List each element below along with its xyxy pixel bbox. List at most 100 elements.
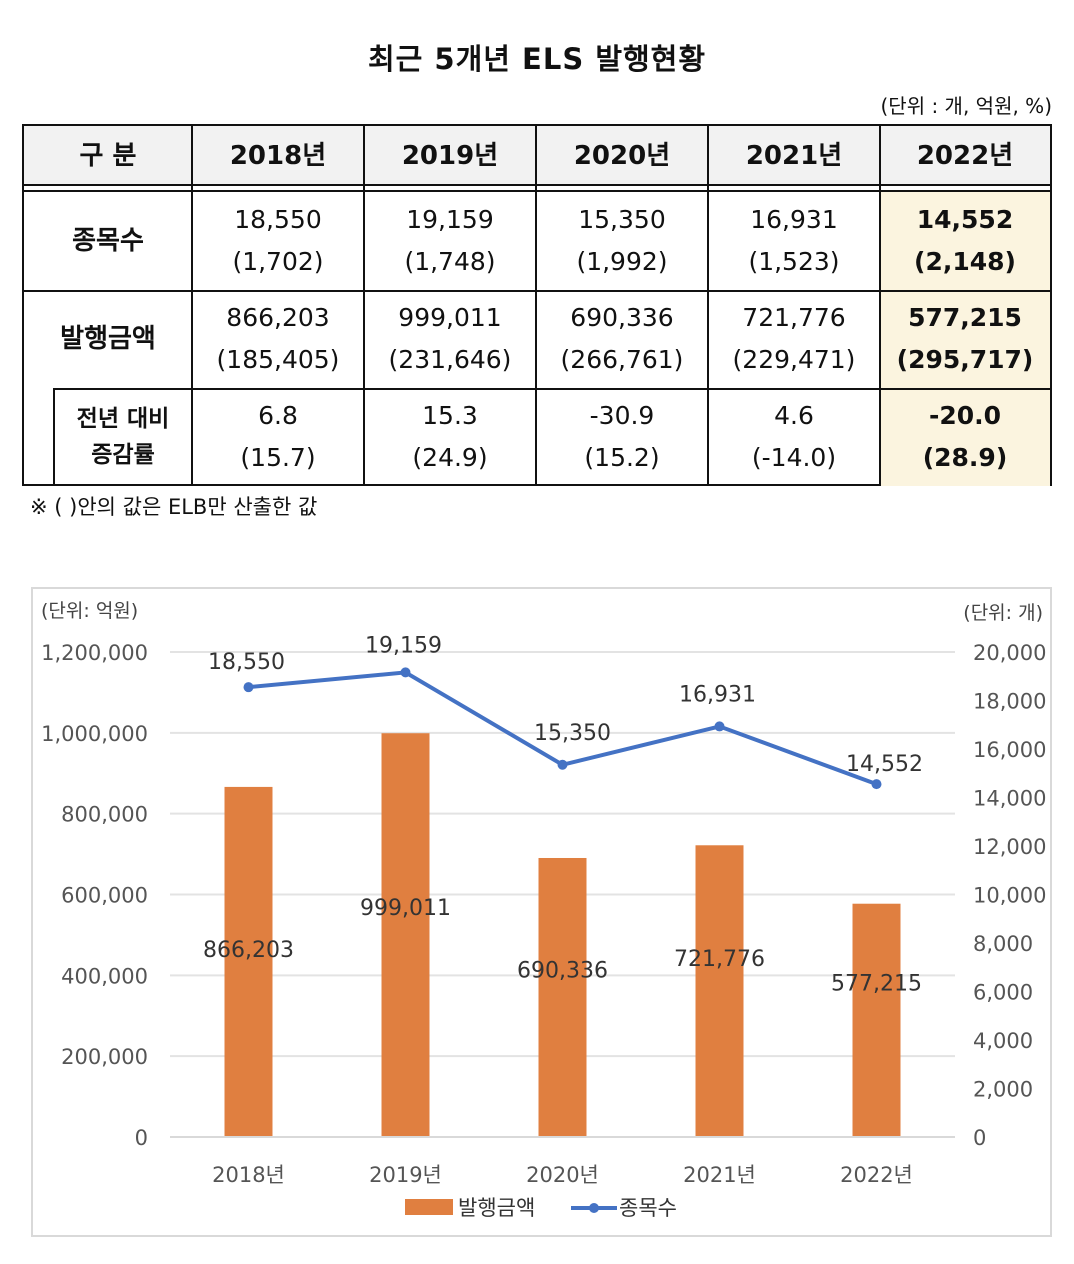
right-tick-label: 2,000	[973, 1078, 1033, 1102]
right-tick-label: 14,000	[973, 787, 1046, 811]
bar-data-label: 721,776	[674, 947, 765, 972]
header-year: 2018년	[192, 126, 364, 186]
table-divider	[191, 126, 193, 486]
footnote: ※ ( )안의 값은 ELB만 산출한 값	[30, 495, 318, 519]
right-tick-label: 6,000	[973, 981, 1033, 1005]
page-title: 최근 5개년 ELS 발행현황	[367, 42, 707, 76]
header-year: 2022년	[880, 126, 1050, 186]
cell-value-total: 577,215	[908, 303, 1022, 332]
table-cell: 19,159 (1,748)	[364, 192, 536, 290]
cell-value-elb: (1,992)	[576, 247, 668, 276]
cell-value-total: 19,159	[406, 205, 494, 234]
row-label-text: 발행금액	[60, 324, 156, 354]
cell-value-elb: (1,748)	[404, 247, 496, 276]
line-point	[400, 667, 411, 678]
cell-value-elb: (231,646)	[388, 345, 512, 374]
cell-value-total: 866,203	[226, 303, 330, 332]
table-divider	[707, 126, 709, 486]
legend: 발행금액 종목수	[405, 1196, 677, 1220]
table-divider	[54, 388, 1050, 390]
left-tick-label: 1,000,000	[41, 722, 148, 746]
row-item-count-label: 종목수	[24, 192, 192, 290]
line-point	[871, 779, 882, 790]
unit-note: (단위 : 개, 억원, %)	[880, 94, 1053, 118]
bar-data-label: 577,215	[831, 971, 922, 996]
table-divider	[535, 126, 537, 486]
table-cell: 721,776 (229,471)	[708, 290, 880, 388]
right-tick-label: 8,000	[973, 932, 1033, 956]
els-chart: (단위: 억원) (단위: 개) 0 200,000 400,000 600,000 800…	[41, 600, 1046, 1220]
table-divider	[24, 290, 1050, 292]
x-tick-label: 2021년	[683, 1163, 756, 1187]
legend-line-label: 종목수	[619, 1196, 677, 1220]
right-tick-label: 12,000	[973, 835, 1046, 859]
cell-value-total: 6.8	[258, 401, 298, 430]
line-data-label: 15,350	[534, 721, 611, 746]
row-issue-amount-label: 발행금액	[24, 290, 192, 388]
left-tick-label: 600,000	[61, 884, 148, 908]
cell-value-elb: (295,717)	[896, 345, 1034, 374]
table-cell: 866,203 (185,405)	[192, 290, 364, 388]
table-cell: 999,011 (231,646)	[364, 290, 536, 388]
table-cell: 15,350 (1,992)	[536, 192, 708, 290]
right-tick-label: 10,000	[973, 884, 1046, 908]
row-label-line2: 증감률	[91, 442, 155, 468]
right-tick-label: 0	[973, 1126, 986, 1150]
table-cell: -30.9 (15.2)	[536, 388, 708, 486]
cell-value-total: 15,350	[578, 205, 666, 234]
cell-value-total: -30.9	[589, 401, 655, 430]
table-cell: 577,215 (295,717)	[880, 290, 1050, 388]
left-tick-label: 200,000	[61, 1045, 148, 1069]
table-cell: 6.8 (15.7)	[192, 388, 364, 486]
bar-data-label: 866,203	[203, 938, 294, 963]
row-label-text: 종목수	[72, 226, 144, 256]
cell-value-elb: (2,148)	[914, 247, 1016, 276]
table-divider	[53, 388, 55, 486]
bar-2018년	[224, 786, 273, 1137]
bar-data-label: 690,336	[517, 958, 608, 983]
table-cell: 15.3 (24.9)	[364, 388, 536, 486]
x-tick-label: 2018년	[212, 1163, 285, 1187]
bar-2020년	[538, 857, 587, 1137]
cell-value-total: 4.6	[774, 401, 814, 430]
cell-value-elb: (229,471)	[732, 345, 856, 374]
table-divider	[879, 126, 881, 486]
cell-value-elb: (1,523)	[748, 247, 840, 276]
cell-value-elb: (-14.0)	[751, 443, 837, 472]
table-divider	[363, 126, 365, 486]
legend-bar-label: 발행금액	[458, 1196, 535, 1220]
bar-data-label: 999,011	[360, 896, 451, 921]
x-tick-label: 2020년	[526, 1163, 599, 1187]
line-data-label: 19,159	[365, 633, 442, 658]
header-year: 2019년	[364, 126, 536, 186]
table-cell: 14,552 (2,148)	[880, 192, 1050, 290]
legend-line-marker	[589, 1203, 599, 1213]
row-yoy-change-label: 전년 대비 증감률	[54, 388, 192, 486]
cell-value-elb: (1,702)	[232, 247, 324, 276]
cell-value-total: 999,011	[398, 303, 502, 332]
cell-value-total: 721,776	[742, 303, 846, 332]
legend-bar-swatch	[405, 1199, 453, 1215]
cell-value-elb: (28.9)	[922, 443, 1008, 472]
table-cell: 690,336 (266,761)	[536, 290, 708, 388]
bar-2021년	[695, 845, 744, 1137]
line-point	[714, 721, 725, 732]
left-tick-label: 0	[135, 1126, 148, 1150]
cell-value-total: 14,552	[916, 205, 1014, 234]
table-cell: 4.6 (-14.0)	[708, 388, 880, 486]
cell-value-total: 15.3	[422, 401, 478, 430]
bar-2019년	[381, 733, 430, 1137]
table-cell: -20.0 (28.9)	[880, 388, 1050, 486]
chart-container: (단위: 억원) (단위: 개) 0 200,000 400,000 600,000 800…	[31, 587, 1052, 1237]
line-point	[243, 682, 254, 693]
table-divider	[24, 190, 1050, 192]
cell-value-elb: (185,405)	[216, 345, 340, 374]
right-tick-label: 16,000	[973, 738, 1046, 762]
left-tick-label: 800,000	[61, 803, 148, 827]
line-point	[557, 759, 568, 770]
cell-value-elb: (15.2)	[584, 443, 660, 472]
cell-value-total: 690,336	[570, 303, 674, 332]
els-table: 구 분 2018년 2019년 2020년 2021년 2022년 종목수 18,550 (1,…	[22, 124, 1052, 486]
header-year: 2021년	[708, 126, 880, 186]
